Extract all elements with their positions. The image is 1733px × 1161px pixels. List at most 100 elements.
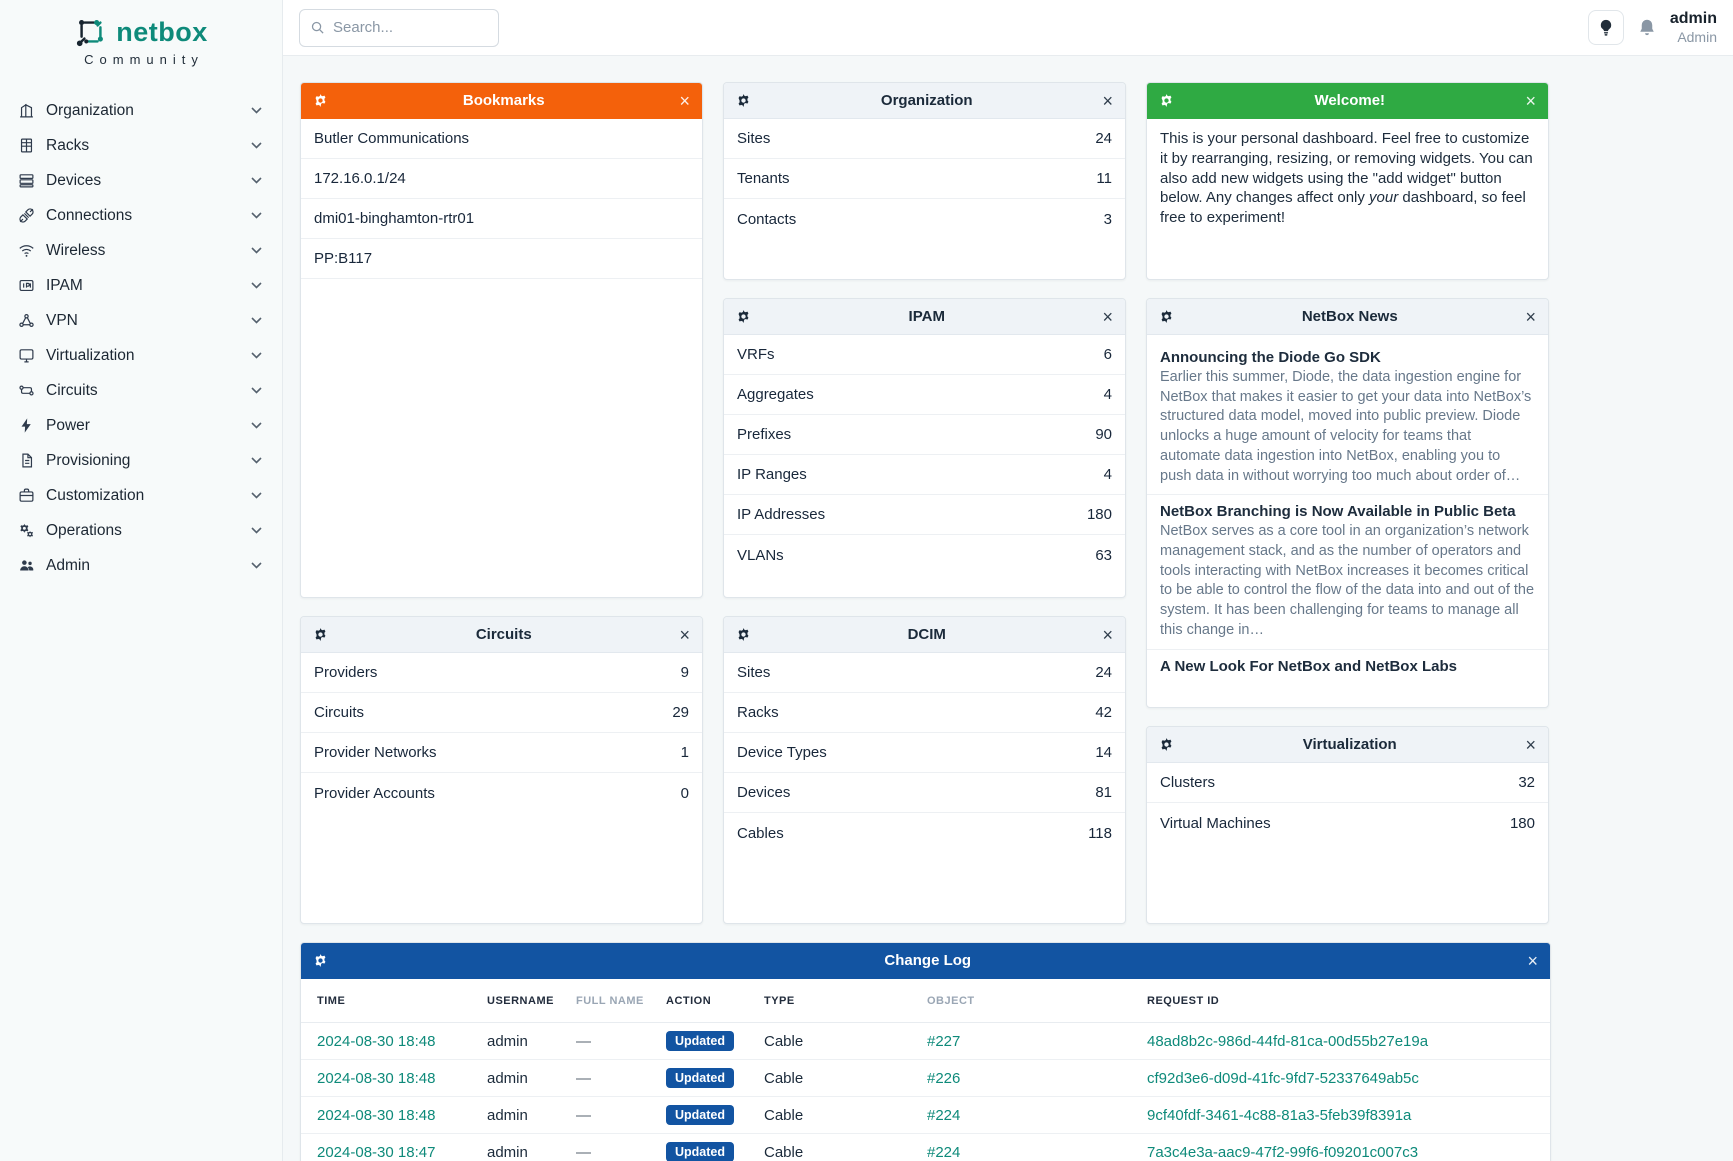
change-time-link[interactable]: 2024-08-30 18:47 xyxy=(317,1143,436,1161)
bookmark-item[interactable]: 172.16.0.1/24 xyxy=(301,159,702,199)
sidebar-item-racks[interactable]: Racks xyxy=(0,128,282,163)
stat-row[interactable]: Aggregates 4 xyxy=(724,375,1125,415)
bookmark-item[interactable]: dmi01-binghamton-rtr01 xyxy=(301,199,702,239)
stat-row[interactable]: Contacts 3 xyxy=(737,210,1112,228)
sidebar-item-customization[interactable]: Customization xyxy=(0,478,282,513)
sidebar-item-devices[interactable]: Devices xyxy=(0,163,282,198)
news-headline[interactable]: NetBox Branching is Now Available in Pub… xyxy=(1160,503,1516,521)
sidebar-item-connections[interactable]: Connections xyxy=(0,198,282,233)
close-icon[interactable]: × xyxy=(1527,950,1538,971)
close-icon[interactable]: × xyxy=(1525,90,1536,111)
stat-row[interactable]: Cables 118 xyxy=(737,824,1112,842)
stat-row[interactable]: VRFs 6 xyxy=(724,335,1125,375)
column-header-request-id[interactable]: Request ID xyxy=(1147,994,1220,1007)
stat-row[interactable]: Prefixes 90 xyxy=(724,415,1125,455)
sidebar-item-admin[interactable]: Admin xyxy=(0,548,282,583)
stat-row[interactable]: Device Types 14 xyxy=(724,733,1125,773)
sidebar-item-vpn[interactable]: VPN xyxy=(0,303,282,338)
change-request-link[interactable]: 7a3c4e3a-aac9-47f2-99f6-f09201c007c3 xyxy=(1147,1143,1419,1161)
netbox-logo xyxy=(74,16,108,48)
column-header-object[interactable]: Object xyxy=(927,994,975,1007)
widget-title: Circuits xyxy=(475,626,532,643)
stat-row[interactable]: Providers 9 xyxy=(301,653,702,693)
sidebar-item-wireless[interactable]: Wireless xyxy=(0,233,282,268)
widget-organization-header: Organization × xyxy=(724,83,1125,119)
chevron-down-icon xyxy=(251,457,262,464)
change-time-link[interactable]: 2024-08-30 18:48 xyxy=(317,1032,436,1050)
sidebar-item-provisioning[interactable]: Provisioning xyxy=(0,443,282,478)
change-request-link[interactable]: 48ad8b2c-986d-44fd-81ca-00d55b27e19a xyxy=(1147,1032,1429,1050)
change-object-link[interactable]: #224 xyxy=(927,1143,961,1161)
chevron-down-icon xyxy=(251,562,262,569)
change-object-link[interactable]: #227 xyxy=(927,1032,961,1050)
sidebar-item-power[interactable]: Power xyxy=(0,408,282,443)
theme-toggle-button[interactable] xyxy=(1587,10,1624,45)
column-header-type[interactable]: Type xyxy=(764,994,795,1007)
stat-row[interactable]: Devices 81 xyxy=(724,773,1125,813)
monitor-icon xyxy=(18,347,44,364)
bookmark-item[interactable]: Butler Communications xyxy=(301,119,702,159)
gear-icon[interactable] xyxy=(1159,309,1174,324)
change-object-link[interactable]: #226 xyxy=(927,1069,961,1087)
status-badge: Updated xyxy=(666,1142,734,1161)
close-icon[interactable]: × xyxy=(1102,624,1113,645)
search-box[interactable] xyxy=(299,8,499,47)
main-area: admin Admin Bookmarks × Butler Communica… xyxy=(283,0,1733,1161)
stat-row[interactable]: Provider Accounts 0 xyxy=(314,784,689,802)
stat-row[interactable]: Sites 24 xyxy=(724,653,1125,693)
circuit-icon xyxy=(18,382,44,399)
stat-row[interactable]: IP Addresses 180 xyxy=(724,495,1125,535)
gear-icon[interactable] xyxy=(313,93,328,108)
widget-circuits-header: Circuits × xyxy=(301,617,702,653)
stat-row[interactable]: Sites 24 xyxy=(724,119,1125,159)
search-input[interactable] xyxy=(333,19,473,36)
gear-icon[interactable] xyxy=(1159,93,1174,108)
close-icon[interactable]: × xyxy=(679,624,690,645)
gear-icon[interactable] xyxy=(1159,737,1174,752)
gear-icon[interactable] xyxy=(736,627,751,642)
gear-icon[interactable] xyxy=(313,953,328,968)
stat-row[interactable]: IP Ranges 4 xyxy=(724,455,1125,495)
user-menu[interactable]: admin Admin xyxy=(1670,10,1717,44)
change-request-link[interactable]: cf92d3e6-d09d-41fc-9fd7-52337649ab5c xyxy=(1147,1069,1419,1087)
close-icon[interactable]: × xyxy=(1102,90,1113,111)
stat-row[interactable]: Clusters 32 xyxy=(1147,763,1548,803)
change-request-link[interactable]: 9cf40fdf-3461-4c88-81a3-5feb39f8391a xyxy=(1147,1106,1412,1124)
widget-news-header: NetBox News × xyxy=(1147,299,1548,335)
column-header-username[interactable]: Username xyxy=(487,994,554,1007)
stat-row[interactable]: Tenants 11 xyxy=(724,159,1125,199)
stat-row[interactable]: Virtual Machines 180 xyxy=(1160,814,1535,832)
bell-icon[interactable] xyxy=(1638,18,1656,38)
sidebar-item-ipam[interactable]: IPAM xyxy=(0,268,282,303)
sidebar-item-operations[interactable]: Operations xyxy=(0,513,282,548)
news-headline[interactable]: A New Look For NetBox and NetBox Labs xyxy=(1160,657,1457,675)
change-time-link[interactable]: 2024-08-30 18:48 xyxy=(317,1106,436,1124)
brand-name: netbox xyxy=(116,16,208,47)
stat-row[interactable]: VLANs 63 xyxy=(737,546,1112,564)
close-icon[interactable]: × xyxy=(1102,306,1113,327)
stat-row[interactable]: Provider Networks 1 xyxy=(301,733,702,773)
bookmark-item[interactable]: PP:B117 xyxy=(301,239,702,279)
column-header-time[interactable]: Time xyxy=(317,994,346,1007)
close-icon[interactable]: × xyxy=(1525,734,1536,755)
close-icon[interactable]: × xyxy=(1525,306,1536,327)
change-time-link[interactable]: 2024-08-30 18:48 xyxy=(317,1069,436,1087)
change-action: Updated xyxy=(666,1031,764,1051)
stat-row[interactable]: Racks 42 xyxy=(724,693,1125,733)
close-icon[interactable]: × xyxy=(679,90,690,111)
document-icon xyxy=(18,452,44,469)
news-headline[interactable]: Announcing the Diode Go SDK xyxy=(1160,349,1381,366)
widget-welcome: Welcome! × This is your personal dashboa… xyxy=(1146,82,1549,280)
sidebar-item-organization[interactable]: Organization xyxy=(0,93,282,128)
gear-icon[interactable] xyxy=(736,93,751,108)
stat-row[interactable]: Circuits 29 xyxy=(301,693,702,733)
news-excerpt: Earlier this summer, Diode, the data ing… xyxy=(1160,369,1532,484)
sidebar-item-virtualization[interactable]: Virtualization xyxy=(0,338,282,373)
column-header-fullname[interactable]: Full Name xyxy=(576,994,644,1007)
column-header-action[interactable]: Action xyxy=(666,994,712,1007)
gear-icon[interactable] xyxy=(736,309,751,324)
gear-icon[interactable] xyxy=(313,627,328,642)
change-object-link[interactable]: #224 xyxy=(927,1106,961,1124)
sidebar-item-circuits[interactable]: Circuits xyxy=(0,373,282,408)
